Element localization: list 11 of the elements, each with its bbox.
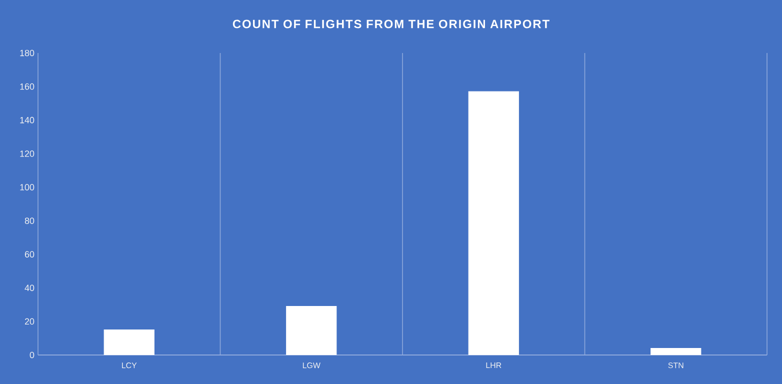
y-tick-label: 160 — [20, 83, 34, 90]
y-tick-label: 80 — [24, 218, 34, 224]
y-tick-label: 60 — [24, 251, 34, 258]
y-tick-label: 20 — [24, 318, 34, 325]
y-tick-label: 0 — [30, 352, 34, 358]
y-tick-label: 140 — [20, 116, 34, 124]
y-tick-label: 40 — [24, 284, 34, 292]
y-tick-label: 180 — [20, 50, 34, 56]
chart-title: COUNT OF FLIGHTS FROM THE ORIGIN AIRPORT — [232, 20, 550, 28]
y-tick-label: 100 — [20, 184, 34, 190]
y-tick-label: 120 — [20, 150, 34, 157]
